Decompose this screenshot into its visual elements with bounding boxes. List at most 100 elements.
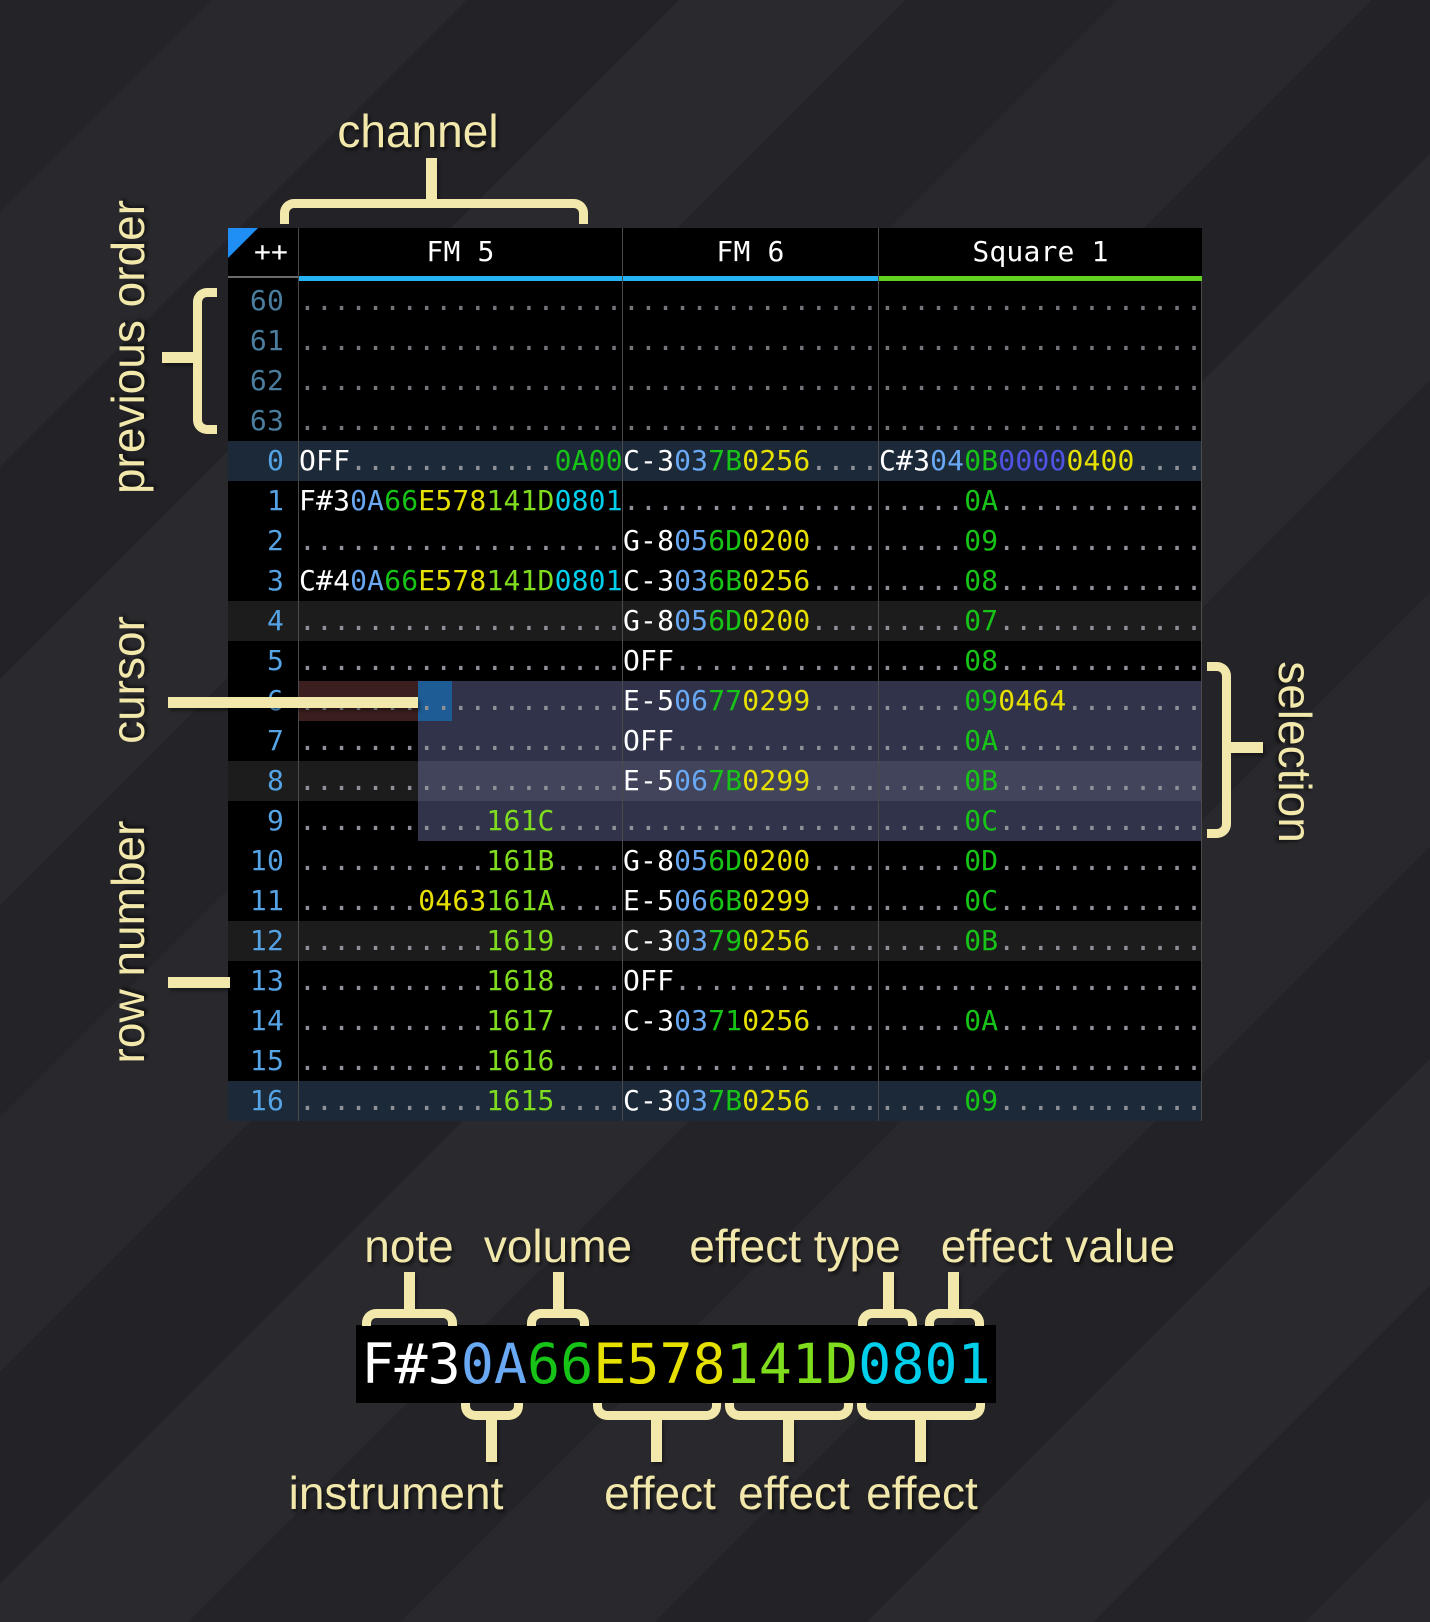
cell-segment: 1619	[486, 924, 555, 957]
pattern-cell-fm6[interactable]: E-506770299....	[622, 681, 878, 721]
cell-segment: 0299	[742, 764, 811, 797]
empty-dots: ...............	[623, 804, 878, 837]
pattern-cell-fm5[interactable]: ...........1617....	[298, 1001, 622, 1041]
empty-dots: ...............	[623, 284, 878, 317]
pattern-cell-fm6[interactable]: G-8056D0200....	[622, 601, 878, 641]
pattern-cell-fm6[interactable]: C-3037B0256....	[622, 441, 878, 481]
sample-segment: E578	[593, 1332, 726, 1396]
pattern-cell-square1[interactable]: .....0B............	[878, 921, 1202, 961]
pattern-cell-fm5[interactable]: ...........1615....	[298, 1081, 622, 1121]
pattern-cell-square1[interactable]: ...................	[878, 361, 1202, 401]
pattern-cell-fm5[interactable]: ...................	[298, 521, 622, 561]
pattern-cell-fm6[interactable]: OFF............	[622, 961, 878, 1001]
pattern-cell-fm6[interactable]: C-3036B0256....	[622, 561, 878, 601]
pattern-cell-fm6[interactable]: C-303710256....	[622, 1001, 878, 1041]
cell-segment: E-5	[623, 764, 675, 797]
channel-annotation-stem	[426, 158, 437, 200]
empty-dots: ...............	[623, 484, 878, 517]
pattern-cell-fm5[interactable]: ...................	[298, 321, 622, 361]
pattern-cell-fm5[interactable]: ...........161B....	[298, 841, 622, 881]
pattern-cell-fm5[interactable]: ...........161C....	[298, 801, 622, 841]
pattern-cell-square1[interactable]: .....08............	[878, 561, 1202, 601]
pattern-cell-fm6[interactable]: ...............	[622, 281, 878, 321]
cell-segment: 0A00	[554, 444, 622, 477]
pattern-cell-fm6[interactable]: C-303790256....	[622, 921, 878, 961]
pattern-cell-fm5[interactable]: ...................	[298, 721, 622, 761]
pattern-cell-square1[interactable]: .....08............	[878, 641, 1202, 681]
pattern-cell-fm6[interactable]: ...............	[622, 1041, 878, 1081]
pattern-cell-fm5[interactable]: ...........1616....	[298, 1041, 622, 1081]
channel-header-square1[interactable]: Square 1	[878, 228, 1202, 276]
pattern-cell-square1[interactable]: .....0A............	[878, 721, 1202, 761]
cell-segment: 161B	[486, 844, 555, 877]
pattern-cell-fm5[interactable]: .......0463161A....	[298, 881, 622, 921]
pattern-cell-square1[interactable]: ...................	[878, 281, 1202, 321]
row-number: 61	[249, 324, 284, 357]
pattern-cell-square1[interactable]: .....09............	[878, 521, 1202, 561]
cell-segment: C-3	[623, 1004, 675, 1037]
row-number: 1	[266, 484, 284, 517]
pattern-cell-fm6[interactable]: C-3037B0256....	[622, 1081, 878, 1121]
pattern-cell-fm6[interactable]: G-8056D0200....	[622, 521, 878, 561]
pattern-cell-square1[interactable]: .....0D............	[878, 841, 1202, 881]
empty-dots: ............	[998, 1004, 1202, 1037]
sample-segment: 0801	[858, 1332, 991, 1396]
cell-segment: 09	[964, 684, 999, 717]
empty-dots: ............	[998, 804, 1202, 837]
row-number: 0	[266, 444, 284, 477]
pattern-cell-fm6[interactable]: ...............	[622, 321, 878, 361]
pattern-cell-fm5[interactable]: F#30A66E578141D0801	[298, 481, 622, 521]
empty-dots: ............	[998, 724, 1202, 757]
empty-dots: .....	[879, 804, 965, 837]
pattern-cell-fm5[interactable]: ...........1618....	[298, 961, 622, 1001]
empty-dots: ............	[998, 644, 1202, 677]
pattern-cell-square1[interactable]: .....0C............	[878, 881, 1202, 921]
pattern-cell-fm5[interactable]: ...................	[298, 641, 622, 681]
channel-header-fm6[interactable]: FM 6	[622, 228, 878, 276]
empty-dots: .....	[879, 724, 965, 757]
pattern-row: 13 ...........1618.... OFF................…	[228, 961, 1202, 1001]
pattern-cell-square1[interactable]: ...................	[878, 401, 1202, 441]
pattern-cell-fm5[interactable]: OFF............0A00	[298, 441, 622, 481]
pattern-cell-square1[interactable]: ...................	[878, 961, 1202, 1001]
pattern-cell-fm6[interactable]: ...............	[622, 361, 878, 401]
pattern-cell-fm5[interactable]: ...................	[298, 281, 622, 321]
pattern-cell-square1[interactable]: C#3040B00000400....	[878, 441, 1202, 481]
cell-segment: 161A	[486, 884, 555, 917]
row-number: 60	[249, 284, 284, 317]
pattern-cell-fm6[interactable]: E-5067B0299....	[622, 761, 878, 801]
pattern-cell-fm6[interactable]: OFF............	[622, 721, 878, 761]
selection-annotation-stem	[1231, 742, 1263, 753]
channel-header-fm5[interactable]: FM 5	[298, 228, 622, 276]
pattern-cell-square1[interactable]: .....0A............	[878, 481, 1202, 521]
pattern-cell-fm5[interactable]: ...................	[298, 361, 622, 401]
pattern-cell-square1[interactable]: .....0B............	[878, 761, 1202, 801]
pattern-cell-square1[interactable]: .....090464........	[878, 681, 1202, 721]
cell-segment: 0256	[742, 924, 811, 957]
pattern-cell-fm5[interactable]: ...........1619....	[298, 921, 622, 961]
pattern-cell-square1[interactable]: .....0A............	[878, 1001, 1202, 1041]
channel-underline-fm6	[622, 276, 878, 281]
pattern-cell-square1[interactable]: ...................	[878, 321, 1202, 361]
pattern-cell-fm6[interactable]: ...............	[622, 801, 878, 841]
empty-dots: ............	[998, 484, 1202, 517]
order-corner-button[interactable]: ++	[228, 228, 298, 276]
pattern-cell-fm6[interactable]: ...............	[622, 481, 878, 521]
pattern-cell-square1[interactable]: .....07............	[878, 601, 1202, 641]
pattern-cell-fm6[interactable]: G-8056D0200....	[622, 841, 878, 881]
pattern-cell-fm6[interactable]: ...............	[622, 401, 878, 441]
cell-segment: 05	[674, 604, 709, 637]
pattern-cell-square1[interactable]: ...................	[878, 1041, 1202, 1081]
pattern-cell-fm5[interactable]: ...................	[298, 401, 622, 441]
pattern-row: 11 .......0463161A.... E-5066B0299........…	[228, 881, 1202, 921]
pattern-cell-fm6[interactable]: E-5066B0299....	[622, 881, 878, 921]
pattern-cell-fm6[interactable]: OFF............	[622, 641, 878, 681]
pattern-row: 62......................................…	[228, 361, 1202, 401]
pattern-cell-square1[interactable]: .....0C............	[878, 801, 1202, 841]
cell-segment: 03	[674, 924, 709, 957]
cell-segment: 0C	[964, 804, 999, 837]
pattern-cell-square1[interactable]: .....09............	[878, 1081, 1202, 1121]
pattern-cell-fm5[interactable]: ...................	[298, 761, 622, 801]
pattern-cell-fm5[interactable]: C#40A66E578141D0801	[298, 561, 622, 601]
pattern-cell-fm5[interactable]: ...................	[298, 601, 622, 641]
